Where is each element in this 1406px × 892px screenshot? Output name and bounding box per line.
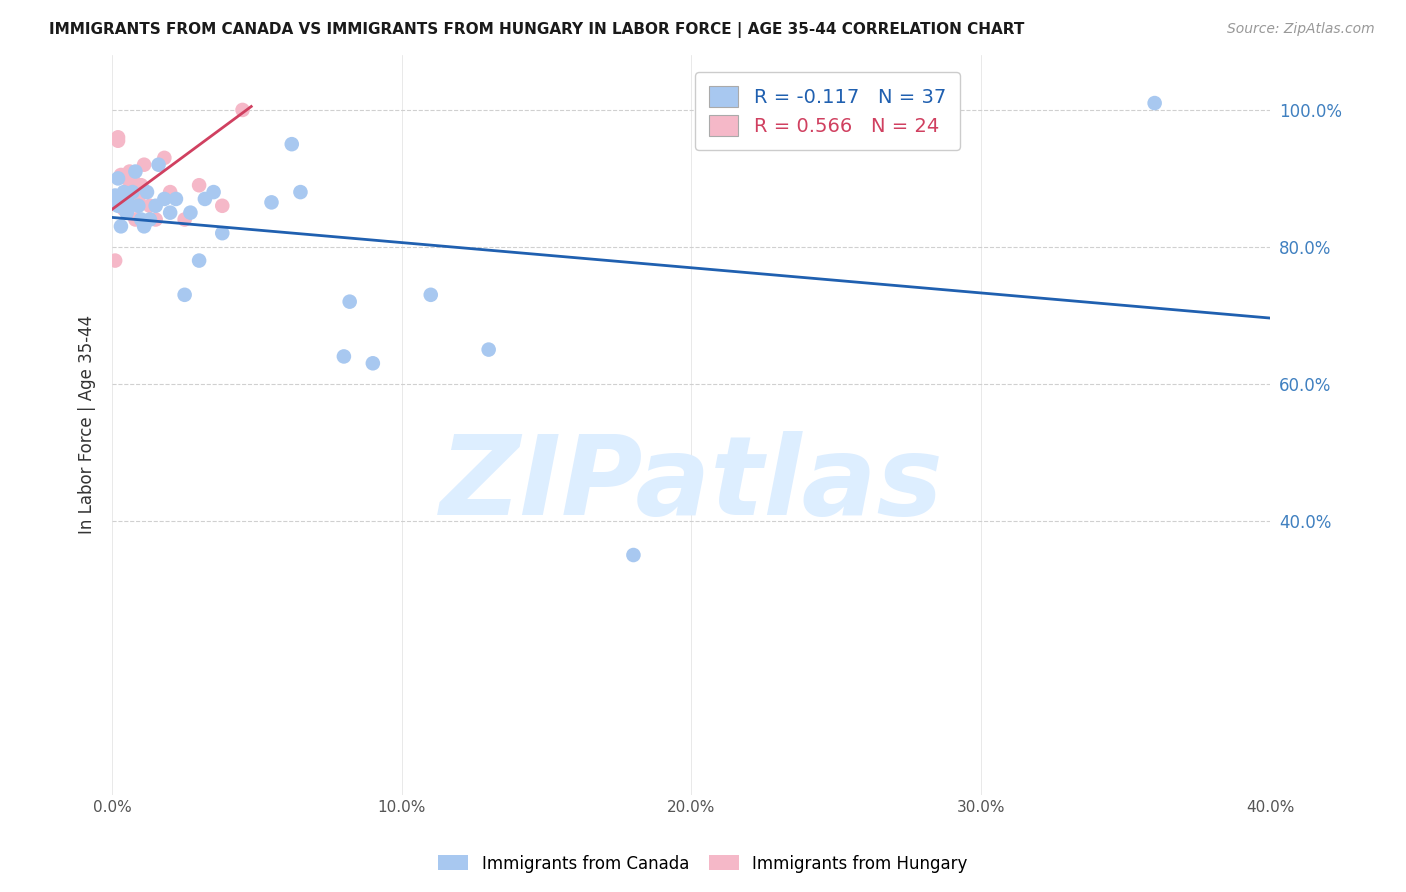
Point	[361, 356, 384, 370]
Point	[165, 192, 187, 206]
Point	[139, 212, 162, 227]
Point	[115, 192, 138, 206]
Point	[104, 253, 127, 268]
Point	[260, 195, 283, 210]
Point	[129, 178, 152, 193]
Point	[211, 226, 233, 240]
Point	[110, 168, 132, 182]
Text: ZIPatlas: ZIPatlas	[440, 431, 943, 538]
Point	[118, 182, 141, 196]
Point	[1143, 96, 1166, 111]
Point	[118, 199, 141, 213]
Point	[339, 294, 361, 309]
Text: IMMIGRANTS FROM CANADA VS IMMIGRANTS FROM HUNGARY IN LABOR FORCE | AGE 35-44 COR: IMMIGRANTS FROM CANADA VS IMMIGRANTS FRO…	[49, 22, 1025, 38]
Point	[107, 130, 129, 145]
Text: Source: ZipAtlas.com: Source: ZipAtlas.com	[1227, 22, 1375, 37]
Point	[121, 171, 143, 186]
Point	[153, 192, 176, 206]
Point	[132, 219, 155, 234]
Point	[145, 212, 167, 227]
Point	[179, 205, 201, 219]
Point	[124, 164, 146, 178]
Point	[112, 185, 135, 199]
Point	[173, 212, 195, 227]
Point	[333, 350, 356, 364]
Point	[159, 185, 181, 199]
Point	[145, 199, 167, 213]
Point	[132, 158, 155, 172]
Point	[127, 192, 149, 206]
Point	[139, 199, 162, 213]
Point	[107, 134, 129, 148]
Point	[419, 288, 441, 302]
Point	[112, 192, 135, 206]
Point	[290, 185, 312, 199]
Point	[118, 164, 141, 178]
Legend: Immigrants from Canada, Immigrants from Hungary: Immigrants from Canada, Immigrants from …	[432, 848, 974, 880]
Point	[232, 103, 254, 117]
Point	[110, 195, 132, 210]
Point	[115, 205, 138, 219]
Point	[281, 137, 304, 152]
Point	[104, 188, 127, 202]
Point	[153, 151, 176, 165]
Point	[478, 343, 501, 357]
Legend: R = -0.117   N = 37, R = 0.566   N = 24: R = -0.117 N = 37, R = 0.566 N = 24	[696, 72, 960, 150]
Point	[110, 219, 132, 234]
Point	[623, 548, 645, 562]
Point	[188, 178, 211, 193]
Point	[136, 185, 159, 199]
Point	[129, 212, 152, 227]
Point	[107, 171, 129, 186]
Point	[202, 185, 225, 199]
Point	[148, 158, 170, 172]
Point	[194, 192, 217, 206]
Point	[115, 171, 138, 186]
Point	[127, 199, 149, 213]
Point	[112, 202, 135, 217]
Point	[211, 199, 233, 213]
Point	[110, 192, 132, 206]
Point	[173, 288, 195, 302]
Point	[107, 199, 129, 213]
Point	[124, 212, 146, 227]
Point	[188, 253, 211, 268]
Point	[121, 185, 143, 199]
Point	[159, 205, 181, 219]
Point	[115, 192, 138, 206]
Y-axis label: In Labor Force | Age 35-44: In Labor Force | Age 35-44	[79, 316, 96, 534]
